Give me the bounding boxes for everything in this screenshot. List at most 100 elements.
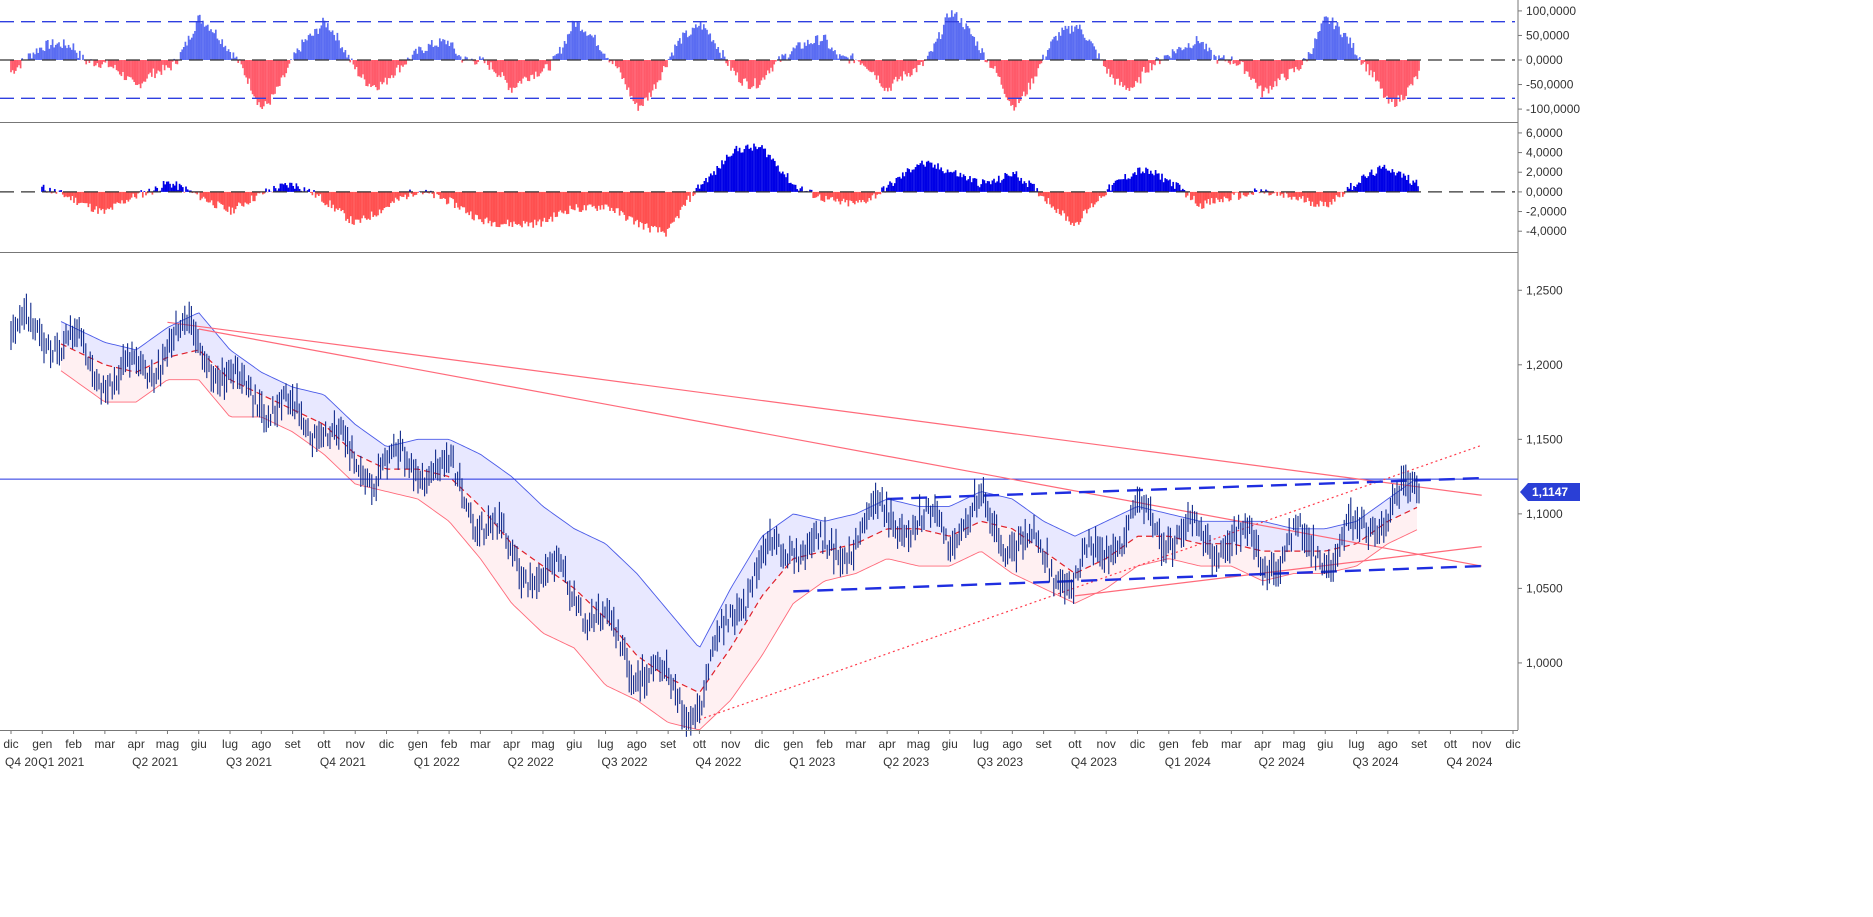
x-month-label: ott xyxy=(1444,737,1458,751)
x-month-label: set xyxy=(285,737,302,751)
top-oscillator-panel: 100,0000 50,0000 0,0000 -50,0000 -100,0000 xyxy=(0,4,1580,116)
x-month-label: apr xyxy=(1254,737,1271,751)
x-quarter-label: Q2 2023 xyxy=(883,755,929,769)
y-tick-label: 6,0000 xyxy=(1526,126,1563,140)
x-month-label: nov xyxy=(1472,737,1491,751)
x-month-label: gen xyxy=(32,737,52,751)
y-tick-label: 1,0000 xyxy=(1526,656,1563,670)
x-month-label: dic xyxy=(754,737,769,751)
x-month-label: feb xyxy=(816,737,833,751)
y-tick-label: 0,0000 xyxy=(1526,53,1563,67)
x-month-label: lug xyxy=(1349,737,1365,751)
trendline-dashed xyxy=(887,476,1482,501)
x-month-label: lug xyxy=(222,737,238,751)
middle-oscillator-panel: 6,0000 4,0000 2,0000 0,0000 -2,0000 -4,0000 xyxy=(0,126,1567,238)
x-month-label: mar xyxy=(846,737,867,751)
y-tick-label: 2,0000 xyxy=(1526,165,1563,179)
x-quarter-label: Q3 2022 xyxy=(602,755,648,769)
x-month-label: feb xyxy=(441,737,458,751)
y-tick-label: 0,0000 xyxy=(1526,185,1563,199)
x-month-label: apr xyxy=(503,737,520,751)
y-tick-label: -100,0000 xyxy=(1526,102,1580,116)
x-month-label: gen xyxy=(408,737,428,751)
x-quarter-label: Q1 2021 xyxy=(38,755,84,769)
trendline-solid xyxy=(198,328,1482,567)
x-month-label: mag xyxy=(156,737,179,751)
band-upper-line xyxy=(60,312,1418,648)
x-month-label: set xyxy=(660,737,677,751)
x-month-label: gen xyxy=(783,737,803,751)
x-quarter-label: Q3 2023 xyxy=(977,755,1023,769)
x-month-label: apr xyxy=(878,737,895,751)
x-quarter-label: Q3 2021 xyxy=(226,755,272,769)
panel-frame xyxy=(0,0,1519,731)
x-month-label: dic xyxy=(1505,737,1520,751)
x-month-label: ott xyxy=(693,737,707,751)
x-quarter-label: Q4 20 xyxy=(5,755,38,769)
x-month-label: giu xyxy=(942,737,958,751)
x-month-label: mag xyxy=(1282,737,1305,751)
y-tick-label: 1,2500 xyxy=(1526,283,1563,297)
x-month-label: nov xyxy=(346,737,365,751)
x-month-label: ago xyxy=(251,737,271,751)
x-month-label: dic xyxy=(3,737,18,751)
x-quarter-label: Q2 2022 xyxy=(508,755,554,769)
trendline-solid xyxy=(167,321,1482,496)
x-quarter-label: Q2 2024 xyxy=(1259,755,1305,769)
x-month-label: mar xyxy=(1221,737,1242,751)
x-month-label: mag xyxy=(531,737,554,751)
moving-average-line xyxy=(60,343,1418,693)
x-month-label: feb xyxy=(65,737,82,751)
x-month-label: giu xyxy=(1317,737,1333,751)
x-month-label: mar xyxy=(95,737,116,751)
x-month-label: giu xyxy=(191,737,207,751)
x-quarter-label: Q1 2022 xyxy=(414,755,460,769)
x-quarter-label: Q3 2024 xyxy=(1353,755,1399,769)
x-month-label: dic xyxy=(1130,737,1145,751)
x-month-label: mar xyxy=(470,737,491,751)
last-price-badge xyxy=(1520,482,1580,501)
y-tick-label: -2,0000 xyxy=(1526,205,1567,219)
x-quarter-label: Q4 2024 xyxy=(1446,755,1492,769)
x-month-label: set xyxy=(1036,737,1053,751)
y-tick-label: 1,1000 xyxy=(1526,507,1563,521)
x-month-label: nov xyxy=(1097,737,1116,751)
last-price-label: 1,1147 xyxy=(1532,485,1568,499)
x-axis: dic gen feb mar apr mag giu lug ago set ott nov dic g… xyxy=(3,730,1521,769)
y-tick-label: 1,1500 xyxy=(1526,432,1563,446)
x-month-label: lug xyxy=(973,737,989,751)
x-quarter-label: Q1 2024 xyxy=(1165,755,1211,769)
y-tick-label: 1,0500 xyxy=(1526,581,1563,595)
x-month-label: mag xyxy=(907,737,930,751)
y-tick-label: 4,0000 xyxy=(1526,146,1563,160)
x-month-label: gen xyxy=(1159,737,1179,751)
x-quarter-label: Q4 2022 xyxy=(695,755,741,769)
x-month-label: ago xyxy=(1378,737,1398,751)
trendline-dashed xyxy=(793,564,1482,593)
y-tick-label: 100,0000 xyxy=(1526,4,1576,18)
x-month-label: ago xyxy=(1002,737,1022,751)
x-month-label: nov xyxy=(721,737,740,751)
band-lower-line xyxy=(60,370,1418,730)
x-quarter-label: Q4 2021 xyxy=(320,755,366,769)
y-tick-label: -4,0000 xyxy=(1526,224,1567,238)
y-tick-label: 1,2000 xyxy=(1526,358,1563,372)
x-quarter-label: Q1 2023 xyxy=(789,755,835,769)
x-quarter-label: Q2 2021 xyxy=(132,755,178,769)
x-month-label: feb xyxy=(1192,737,1209,751)
main-price-panel: 1,2500 1,2000 1,1500 1,1000 1,0500 1,0000 1,11… xyxy=(0,283,1580,737)
x-month-label: ago xyxy=(627,737,647,751)
x-month-label: apr xyxy=(127,737,144,751)
x-month-label: dic xyxy=(379,737,394,751)
x-month-label: ott xyxy=(317,737,331,751)
x-month-label: set xyxy=(1411,737,1428,751)
x-month-label: ott xyxy=(1068,737,1082,751)
x-month-label: giu xyxy=(566,737,582,751)
x-month-label: lug xyxy=(598,737,614,751)
trendline-dotted xyxy=(699,444,1482,721)
y-tick-label: 50,0000 xyxy=(1526,28,1570,42)
x-quarter-label: Q4 2023 xyxy=(1071,755,1117,769)
y-tick-label: -50,0000 xyxy=(1526,78,1574,92)
